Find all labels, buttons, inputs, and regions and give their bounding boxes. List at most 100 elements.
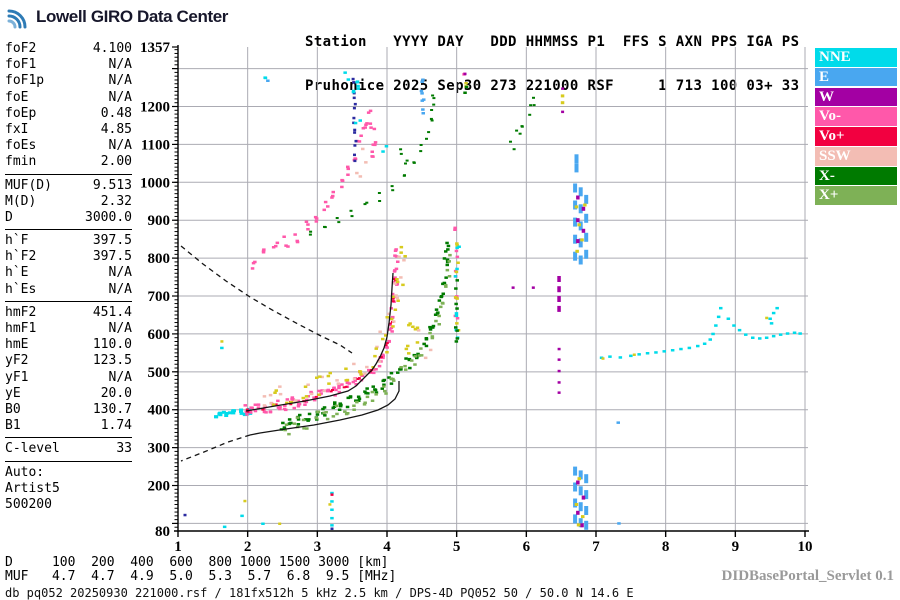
param-label: foF2	[5, 41, 37, 56]
curve-muf-transmission-dashed	[180, 245, 353, 354]
legend-entry-nne: NNE	[815, 48, 897, 67]
param-value: N/A	[108, 89, 132, 105]
y-axis-tick-label: 700	[148, 289, 171, 305]
station-header-values: Pruhonice 2025 Sep30 273 221000 RSF 1 71…	[305, 77, 800, 94]
param-value: 3000.0	[85, 209, 132, 225]
param-group-rule	[5, 173, 132, 175]
series-rfi-lower-w	[576, 480, 586, 528]
y-axis-tick-label: 1100	[141, 137, 170, 153]
param-row-d: D 3000.0	[5, 210, 132, 226]
param-label: hmF2	[5, 304, 37, 320]
param-label: hmE	[5, 337, 29, 353]
param-row-b1: B1 1.74	[5, 418, 132, 434]
legend-entry-e: E	[815, 67, 897, 87]
status-line: db pq052 20250930 221000.rsf / 181fx512h…	[5, 586, 634, 600]
series-oblique-nne-trace	[599, 306, 802, 359]
x-axis-tick-label: 5	[453, 539, 461, 555]
legend-entry-x-minus: X-	[815, 166, 897, 186]
x-axis-tick-label: 6	[523, 539, 531, 555]
page-title: Lowell GIRO Data Center	[36, 7, 229, 26]
param-value: N/A	[108, 265, 132, 281]
param-label: h`Es	[5, 281, 37, 297]
station-header-columns: Station YYYY DAY DDD HHMMSS P1 FFS S AXN…	[305, 34, 800, 50]
x-axis-tick-label: 4	[383, 539, 391, 555]
param-row-hme: hmE 110.0	[5, 337, 132, 353]
series-es-red-dot	[330, 493, 334, 496]
param-label: B0	[5, 401, 21, 417]
param-value: 4.85	[100, 121, 132, 137]
param-row-fof1p: foF1p N/A	[5, 73, 132, 89]
param-label: M(D)	[5, 193, 37, 209]
giro-logo-icon[interactable]	[6, 4, 32, 30]
curve-transmission-hook	[249, 381, 400, 436]
x-axis-tick-label: 8	[662, 539, 670, 555]
param-label: D	[5, 209, 13, 225]
param-row-fxi: fxI 4.85	[5, 122, 132, 138]
param-row-ye: yE 20.0	[5, 386, 132, 402]
param-panel: foF2 4.100 foF1 N/A foF1p N/A foE N/A foEp 0.48 fx…	[5, 41, 132, 513]
legend-entry-w: W	[815, 87, 897, 107]
param-value: 9.513	[92, 177, 132, 193]
series-trace-start-cyan	[214, 407, 253, 419]
y-axis-tick-label: 200	[148, 479, 171, 495]
legend-entry-vo-minus: Vo-	[815, 107, 897, 126]
y-axis-tick-label: 600	[148, 327, 171, 343]
param-value: 397.5	[92, 249, 132, 265]
curve-transmission-hook-dashed-tail	[180, 434, 251, 462]
param-row-clevel: C-level 33	[5, 441, 132, 457]
x-axis-tick-label: 3	[314, 539, 322, 555]
param-label: h`E	[5, 265, 29, 281]
param-value: 20.0	[100, 385, 132, 401]
series-f-trace-yellow	[272, 245, 420, 406]
series-f-trace-o-red	[245, 278, 398, 413]
param-row-foep: foEp 0.48	[5, 106, 132, 122]
x-axis-tick-label: 2	[244, 539, 252, 555]
y-axis-tick-label: 800	[148, 251, 171, 267]
param-value: 451.4	[92, 304, 132, 320]
param-value: 33	[116, 441, 132, 457]
param-row-fof1: foF1 N/A	[5, 57, 132, 73]
series-rfi-lower-blue	[573, 466, 589, 530]
direction-legend: NNE E W Vo- Vo+ SSW X- X+	[815, 48, 897, 206]
series-stray-navy	[183, 513, 334, 530]
param-row-md: M(D) 2.32	[5, 194, 132, 210]
series-low-yellow	[220, 340, 332, 525]
param-label: fmin	[5, 154, 37, 170]
param-row-hmf2: hmF2 451.4	[5, 305, 132, 321]
series-second-hop-o-pink	[250, 109, 378, 270]
station-header: Station YYYY DAY DDD HHMMSS P1 FFS S AXN…	[305, 6, 799, 122]
param-row-he: h`E N/A	[5, 265, 132, 281]
param-label: h`F2	[5, 249, 37, 265]
series-rfi-upper-blue	[573, 154, 589, 265]
param-label: h`F	[5, 233, 29, 249]
param-value: 2.00	[100, 154, 132, 170]
param-row-foes: foEs N/A	[5, 138, 132, 154]
x-axis-tick-label: 7	[592, 539, 600, 555]
param-row-500200: 500200	[5, 497, 132, 513]
series-column-5mhz-green	[454, 85, 469, 343]
param-label: 500200	[5, 496, 52, 512]
param-label: MUF(D)	[5, 177, 52, 193]
legend-entry-x-plus: X+	[815, 186, 897, 206]
param-label: C-level	[5, 441, 60, 457]
param-label: foEp	[5, 105, 37, 121]
param-value: 130.7	[92, 401, 132, 417]
param-group-rule	[5, 460, 132, 462]
param-value: N/A	[108, 281, 132, 297]
param-value: N/A	[108, 57, 132, 73]
series-stray-blue	[266, 79, 621, 525]
param-label: foE	[5, 89, 29, 105]
param-label: Auto:	[5, 464, 45, 480]
param-value: N/A	[108, 369, 132, 385]
param-label: fxI	[5, 121, 29, 137]
param-value: 110.0	[92, 337, 132, 353]
param-value: N/A	[108, 321, 132, 336]
legend-entry-ssw: SSW	[815, 146, 897, 166]
x-axis-tick-label: 1	[174, 539, 182, 555]
curve-o-trace-fit	[245, 272, 394, 412]
y-axis-tick-label: 1000	[140, 175, 170, 191]
param-row-hmf1: hmF1 N/A	[5, 321, 132, 337]
series-w-column-mid	[557, 276, 561, 312]
param-label: Artist5	[5, 480, 60, 496]
